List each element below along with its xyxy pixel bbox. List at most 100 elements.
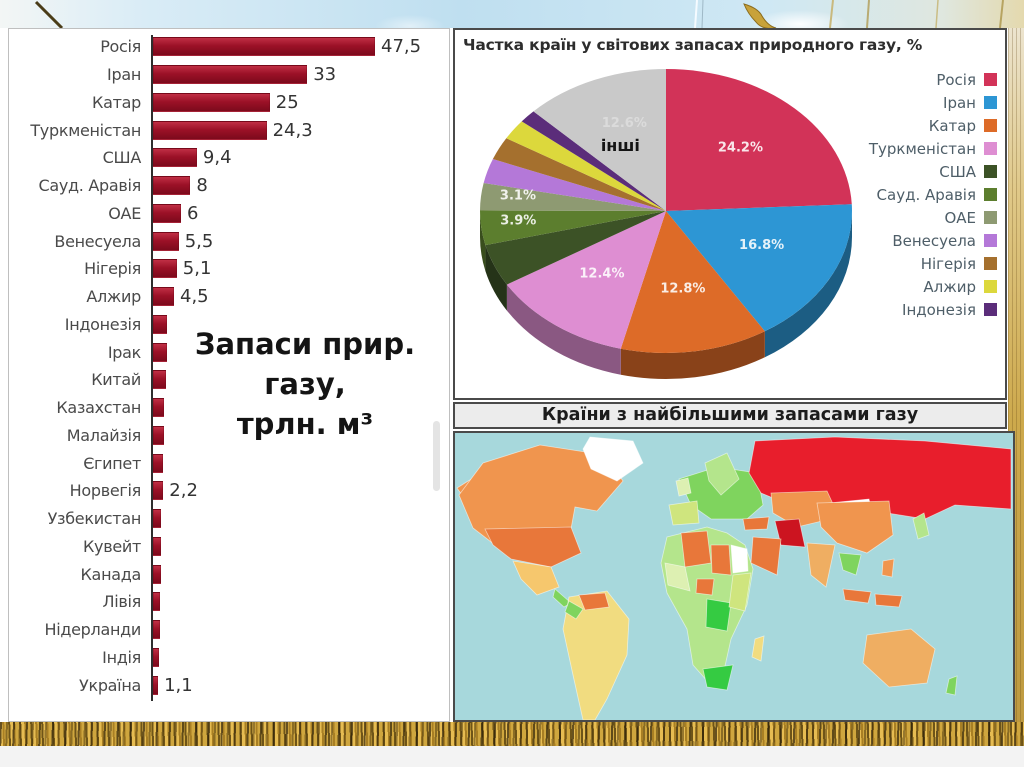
pie-slice-percentage-label: 12.8% (660, 281, 705, 296)
pie-slice-Сауд. Аравія (480, 210, 666, 246)
map-region-mexico (512, 560, 560, 596)
bar-category-label: Україна (79, 675, 141, 695)
pie-slice-ОАЕ (480, 183, 666, 211)
bar-5 (153, 176, 191, 196)
map-region-iberia-france (668, 500, 700, 526)
bar-value-label: 6 (187, 202, 199, 224)
pie-slice-percentage-label: 3.9% (500, 214, 536, 229)
bar-17 (153, 509, 162, 529)
legend-item: Нігерія (869, 252, 997, 275)
map-region-greenland (582, 436, 644, 482)
bar-value-label: 4,5 (180, 286, 209, 308)
map-region-central-america (552, 588, 572, 608)
bar-row: Лівія (9, 588, 449, 616)
bar-row: Нігерія 5,1 (9, 255, 449, 283)
bar-row: Туркменістан 24,3 (9, 116, 449, 144)
background-sky-strip (0, 0, 1024, 28)
map-region-south-america (562, 590, 630, 720)
bar-track (149, 314, 449, 334)
legend-swatch (984, 73, 997, 86)
bar-track (149, 425, 449, 445)
pie-slice-side (506, 284, 621, 375)
legend-label: Алжир (923, 277, 976, 296)
bar-row: Норвегія 2,2 (9, 477, 449, 505)
bar-8 (153, 259, 177, 279)
bar-9 (153, 287, 174, 307)
bar-16 (153, 481, 164, 501)
bar-row: Росія 47,5 (9, 33, 449, 61)
map-region-algeria (680, 530, 712, 568)
bar-track (149, 592, 449, 612)
bar-row: Малайзія (9, 422, 449, 450)
bar-track: 24,3 (149, 119, 449, 141)
legend-label: Сауд. Аравія (876, 185, 976, 204)
bar-chart-title: Запаси прир. газу, трлн. м³ (159, 324, 451, 444)
wheat-stalk-icon (701, 0, 704, 28)
legend-swatch (984, 165, 997, 178)
bar-row: Україна 1,1 (9, 671, 449, 699)
pie-slice-side (480, 211, 486, 272)
bar-row: Індонезія (9, 311, 449, 339)
bar-20 (153, 592, 160, 612)
bar-track (149, 398, 449, 418)
bar-category-label: Норвегія (69, 481, 142, 501)
bar-track (149, 647, 449, 667)
legend-label: ОАЕ (944, 208, 976, 227)
legend-label: Катар (928, 116, 976, 135)
pie-slice-інші (533, 69, 666, 211)
bar-18 (153, 536, 162, 556)
bar-value-label: 47,5 (381, 36, 422, 58)
map-region-nigeria (695, 578, 715, 596)
map-region-japan (912, 512, 930, 540)
legend-item: Росія (869, 68, 997, 91)
bar-row: Нідерланди (9, 616, 449, 644)
bar-category-label: Венесуела (54, 231, 141, 251)
bar-14 (153, 425, 165, 445)
pie-slice-side (485, 245, 507, 311)
pie-chart-title: Частка країн у світових запасах природно… (463, 36, 923, 54)
background-bottom-margin (0, 746, 1024, 767)
pie-slice-Туркменістан (506, 211, 666, 349)
bar-13 (153, 398, 165, 418)
bar-chart-axis (151, 35, 153, 701)
bar-row: Ірак (9, 338, 449, 366)
bar-12 (153, 370, 167, 390)
map-region-australia (862, 628, 936, 688)
bar-row: Венесуела 5,5 (9, 227, 449, 255)
bar-row: Узбекистан (9, 505, 449, 533)
pie-slice-Алжир (506, 121, 666, 211)
bar-track (149, 453, 449, 473)
legend-label: США (939, 162, 976, 181)
bar-category-label: Туркменістан (30, 120, 141, 140)
bar-category-label: США (102, 148, 142, 168)
bar-row: Індія (9, 644, 449, 672)
map-region-new-zealand (945, 675, 958, 696)
bar-value-label: 1,1 (164, 674, 193, 696)
bar-value-label: 24,3 (272, 119, 313, 141)
bar-19 (153, 564, 161, 584)
map-region-egypt (730, 544, 749, 574)
pie-slice-percentage-label: 12.6% (602, 116, 647, 131)
bar-value-label: 5,1 (182, 258, 212, 280)
legend-label: Індонезія (902, 300, 976, 319)
legend-swatch (984, 188, 997, 201)
bar-category-label: Нігерія (84, 259, 141, 279)
bar-category-label: Кувейт (82, 536, 141, 556)
map-title: Країни з найбільшими запасами газу (453, 402, 1007, 429)
map-region-west-africa (664, 562, 691, 592)
bar-track: 8 (149, 175, 449, 196)
pie-slice-side (620, 331, 765, 380)
bar-0 (153, 37, 375, 57)
bar-category-label: Малайзія (66, 425, 142, 445)
bar-6 (153, 203, 181, 223)
wheat-stalk-icon (999, 0, 1004, 28)
wheat-head-icon (743, 3, 777, 28)
map-region-turkey (742, 516, 770, 531)
legend-swatch (984, 280, 997, 293)
legend-item: Сауд. Аравія (869, 183, 997, 206)
bar-track: 25 (149, 92, 449, 113)
bar-category-label: Казахстан (56, 398, 141, 418)
pie-chart-panel: Частка країн у світових запасах природно… (453, 28, 1007, 400)
bar-category-label: Росія (100, 37, 141, 57)
wheat-stalk-icon (34, 0, 64, 28)
